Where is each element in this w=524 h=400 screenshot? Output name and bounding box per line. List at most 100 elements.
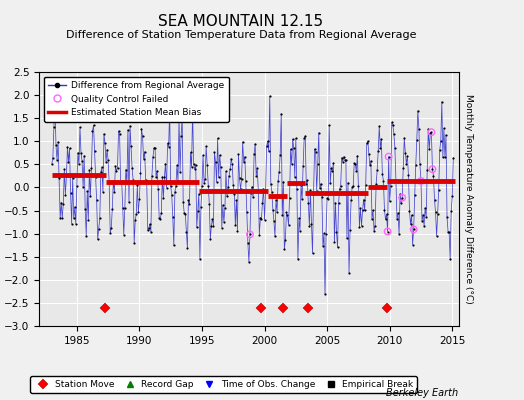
Point — [274, 178, 282, 184]
Point — [362, 182, 370, 188]
Point — [295, 215, 303, 222]
Point — [96, 169, 105, 175]
Point — [303, 177, 311, 184]
Point — [223, 193, 231, 200]
Point — [66, 145, 74, 152]
Point — [248, 184, 256, 190]
Point — [238, 139, 247, 145]
Point — [359, 196, 368, 203]
Point — [407, 212, 416, 218]
Point — [149, 154, 157, 160]
Point — [384, 228, 392, 235]
Point — [91, 174, 100, 180]
Point — [440, 125, 448, 132]
Point — [395, 231, 403, 237]
Point — [107, 224, 115, 231]
Point — [329, 160, 337, 166]
Point — [355, 224, 364, 230]
Point — [110, 189, 118, 195]
Point — [72, 220, 80, 227]
Point — [189, 107, 197, 114]
Point — [339, 158, 347, 165]
Point — [433, 211, 442, 217]
Point — [167, 183, 175, 189]
Point — [276, 152, 285, 158]
Point — [147, 229, 155, 235]
Point — [67, 190, 75, 196]
Point — [86, 192, 95, 199]
Point — [78, 158, 86, 164]
Point — [399, 164, 408, 171]
Point — [150, 145, 158, 151]
Point — [345, 270, 353, 276]
Point — [229, 182, 237, 188]
Point — [207, 222, 215, 229]
Point — [113, 164, 122, 171]
Point — [89, 122, 97, 128]
Point — [396, 191, 405, 198]
Point — [264, 138, 272, 144]
Point — [343, 235, 351, 242]
Point — [387, 183, 395, 189]
Point — [157, 210, 166, 216]
Point — [354, 182, 363, 189]
Point — [291, 174, 299, 180]
Point — [379, 178, 388, 184]
Point — [435, 147, 444, 154]
Point — [258, 200, 267, 206]
Point — [275, 169, 283, 175]
Point — [335, 186, 344, 192]
Point — [443, 214, 451, 220]
Point — [138, 133, 147, 139]
Point — [301, 132, 309, 139]
Point — [351, 161, 359, 167]
Point — [83, 188, 92, 195]
Point — [417, 178, 425, 184]
Text: Difference of Station Temperature Data from Regional Average: Difference of Station Temperature Data f… — [66, 30, 416, 40]
Text: Berkeley Earth: Berkeley Earth — [386, 388, 458, 398]
Point — [118, 205, 127, 212]
Point — [288, 161, 296, 167]
Point — [318, 193, 326, 200]
Point — [243, 209, 251, 216]
Point — [309, 190, 318, 197]
Point — [292, 135, 300, 142]
Point — [314, 130, 323, 136]
Point — [185, 201, 194, 207]
Point — [285, 222, 293, 228]
Point — [219, 202, 227, 208]
Point — [200, 180, 208, 186]
Point — [153, 168, 161, 174]
Point — [114, 128, 123, 134]
Point — [193, 208, 202, 214]
Point — [380, 206, 389, 213]
Point — [80, 152, 89, 159]
Point — [129, 177, 137, 183]
Point — [172, 183, 180, 189]
Point — [267, 181, 275, 187]
Point — [180, 210, 189, 216]
Point — [352, 168, 361, 174]
Point — [293, 186, 301, 192]
Point — [426, 130, 434, 136]
Point — [137, 126, 146, 132]
Point — [132, 210, 140, 217]
Point — [323, 195, 331, 202]
Point — [151, 144, 159, 151]
Point — [337, 154, 346, 161]
Point — [341, 156, 349, 163]
Point — [361, 207, 369, 214]
Point — [146, 221, 154, 227]
Point — [175, 116, 183, 122]
Point — [232, 197, 241, 203]
Point — [222, 168, 230, 174]
Point — [231, 222, 239, 228]
Point — [161, 161, 170, 167]
Point — [430, 197, 439, 203]
Point — [366, 162, 374, 168]
Point — [60, 166, 69, 173]
Point — [183, 245, 192, 251]
Point — [365, 151, 373, 157]
Point — [289, 136, 297, 142]
Point — [346, 227, 354, 233]
